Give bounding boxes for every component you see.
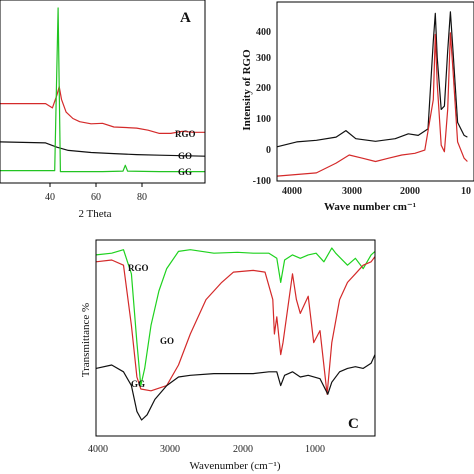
- panel-c-x-axis-label: Wavenumber (cm⁻¹): [190, 460, 281, 472]
- panel-a-plot: [0, 7, 206, 173]
- panel-a-xtick-label: 40: [45, 192, 55, 203]
- panel-a-series-line-gg: [0, 7, 205, 173]
- panel-a-frame: [0, 0, 206, 184]
- panel-b-xtick-label: 4000: [282, 186, 302, 197]
- panel-b-series-line-1: [276, 11, 468, 148]
- panel-a-xtick-label: 80: [137, 192, 147, 203]
- panel-b-ytick-label: 300: [256, 53, 271, 64]
- panel-a-series-label-gg: GG: [178, 167, 192, 177]
- panel-b-x-axis-label: Wave number cm⁻¹: [324, 201, 416, 213]
- panel-b-ytick-label: 400: [256, 27, 271, 38]
- panel-a-series-line-rgo: [0, 85, 205, 134]
- panel-c-frame: [95, 239, 376, 437]
- panel-b-xtick-label: 10: [461, 186, 471, 197]
- panel-c-series-line-go: [95, 256, 376, 395]
- panel-c-xtick-label: 3000: [160, 444, 180, 455]
- panel-b-ytick-label: 200: [256, 83, 271, 94]
- panel-a-series-line-go: [0, 141, 206, 157]
- panel-c-series-label-go: GO: [160, 336, 174, 346]
- panel-b: -100 0 100 200 300 400 4000 3000 2000 10…: [241, 1, 474, 213]
- panel-c-y-axis-label: Transmittance %: [80, 303, 92, 377]
- panel-a-x-ticks: 40 60 80: [45, 183, 147, 203]
- panel-c-x-ticks: 4000 3000 2000 1000: [88, 444, 325, 455]
- panel-a-label: A: [180, 10, 191, 26]
- panel-c-series-label-gg: GG: [131, 379, 145, 389]
- panel-c-xtick-label: 2000: [233, 444, 253, 455]
- panel-b-plot: [276, 11, 468, 177]
- panel-b-ytick-label: -100: [253, 176, 271, 187]
- panel-b-ytick-label: 0: [266, 145, 271, 156]
- panel-a-series-label-go: GO: [178, 151, 192, 161]
- panel-c-series-label-rgo: RGO: [128, 263, 149, 273]
- panel-c-xtick-label: 1000: [305, 444, 325, 455]
- panel-c-series-line-gg: [95, 354, 376, 421]
- panel-c-xtick-label: 4000: [88, 444, 108, 455]
- panel-a: A RGO GO GG 40 60 80 2 Theta: [0, 0, 206, 220]
- panel-b-ytick-label: 100: [256, 114, 271, 125]
- panel-a-x-axis-label: 2 Theta: [78, 208, 111, 220]
- panel-a-xtick-label: 60: [91, 192, 101, 203]
- panel-b-x-ticks: 4000 3000 2000 10: [282, 186, 471, 197]
- panel-c-label: C: [348, 416, 359, 432]
- panel-c-plot: [95, 247, 376, 421]
- panel-b-xtick-label: 2000: [400, 186, 420, 197]
- panel-c-series-line-rgo: [95, 247, 376, 387]
- panel-b-y-axis-label: Intensity of RGO: [241, 49, 253, 131]
- panel-c: C RGO GO GG 4000 3000 2000 1000 Wavenumb…: [80, 239, 376, 472]
- panel-b-series-line-2: [276, 32, 468, 177]
- panel-b-frame: [276, 1, 474, 182]
- panel-a-series-label-rgo: RGO: [175, 129, 196, 139]
- panel-b-xtick-label: 3000: [342, 186, 362, 197]
- panel-b-y-ticks: -100 0 100 200 300 400: [253, 27, 271, 187]
